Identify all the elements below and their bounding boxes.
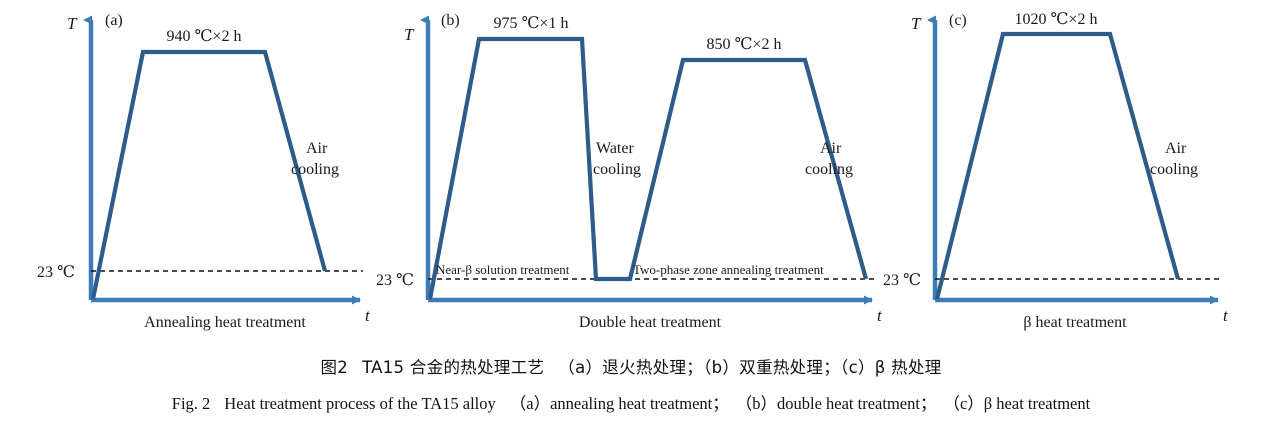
caption-english-title: Heat treatment process of the TA15 alloy (224, 394, 496, 413)
panel-a-y-axis-label: T (67, 14, 78, 33)
panel-c-peak-label: 1020 ℃×2 h (1015, 11, 1098, 28)
panel-c-temperature-curve (934, 31, 1181, 300)
panel-b: T t (b) 23 ℃ 975 ℃×1 h 850 ℃×2 h Water c… (376, 12, 883, 331)
caption-english-sub-c: （c）β heat treatment (943, 394, 1091, 413)
caption-english-sub-b: （b）double heat treatment； (735, 394, 937, 413)
panel-b-y-axis-label: T (404, 25, 415, 44)
panel-a-cooling-label-line2: cooling (291, 161, 339, 178)
panel-c-x-axis-label: t (1223, 306, 1229, 325)
panel-a-room-temp-label: 23 ℃ (37, 264, 75, 281)
panel-b-air-cooling-label-line1: Air (820, 140, 842, 157)
caption-chinese-sub-b: （b）双重热处理； (703, 358, 841, 377)
panel-c-room-temp-label: 23 ℃ (883, 272, 921, 289)
panel-b-tag: (b) (441, 12, 460, 29)
panel-a: T t (a) 23 ℃ 940 ℃×2 h Air cooling Annea… (37, 12, 371, 331)
panel-c-cooling-label-line1: Air (1165, 140, 1187, 157)
caption-english-sub-a: （a）annealing heat treatment； (509, 394, 729, 413)
caption-chinese-sub-a: （a）退火热处理； (558, 358, 704, 377)
panel-a-peak-label: 940 ℃×2 h (167, 28, 242, 45)
panel-a-temperature-curve (90, 49, 328, 300)
panel-a-cooling-label-line1: Air (306, 140, 328, 157)
panel-b-bottom-label: Double heat treatment (579, 314, 722, 331)
figure-graphic-area: T t (a) 23 ℃ 940 ℃×2 h Air cooling Annea… (37, 11, 1229, 331)
caption-chinese-number: 图2 (320, 358, 349, 377)
caption-english: Fig. 2 Heat treatment process of the TA15… (0, 390, 1262, 414)
panel-b-stage-label-2: Two-phase zone annealing treatment (633, 262, 824, 277)
panel-c-tag: (c) (949, 12, 967, 29)
panel-b-air-cooling-label-line2: cooling (805, 161, 853, 178)
panel-a-tag: (a) (105, 12, 123, 29)
panel-c-y-axis-label: T (911, 14, 922, 33)
panel-b-peak-label-2: 850 ℃×2 h (707, 36, 782, 53)
panel-b-water-cooling-label-line1: Water (596, 140, 634, 157)
panel-c: T t (c) 23 ℃ 1020 ℃×2 h Air cooling β he… (883, 11, 1229, 331)
panel-a-bottom-label: Annealing heat treatment (144, 314, 306, 331)
caption-chinese-title: TA15 合金的热处理工艺 (362, 358, 545, 377)
panel-c-cooling-label-line2: cooling (1150, 161, 1198, 178)
panel-b-stage-label-1: Near-β solution treatment (436, 262, 570, 277)
panel-a-x-axis-label: t (365, 306, 371, 325)
panel-b-x-axis-label: t (877, 306, 883, 325)
caption-chinese-sub-c: （c）β 热处理 (840, 358, 942, 377)
panel-b-room-temp-label: 23 ℃ (376, 272, 414, 289)
caption-chinese: 图2 TA15 合金的热处理工艺 （a）退火热处理；（b）双重热处理；（c）β 热处… (0, 354, 1262, 378)
figure-captions: 图2 TA15 合金的热处理工艺 （a）退火热处理；（b）双重热处理；（c）β 热处… (0, 340, 1262, 436)
panel-b-temperature-curve (427, 36, 869, 300)
caption-english-number: Fig. 2 (171, 394, 211, 413)
panel-b-water-cooling-label-line2: cooling (593, 161, 641, 178)
panel-c-bottom-label: β heat treatment (1023, 314, 1127, 331)
panel-b-peak-label-1: 975 ℃×1 h (494, 15, 569, 32)
